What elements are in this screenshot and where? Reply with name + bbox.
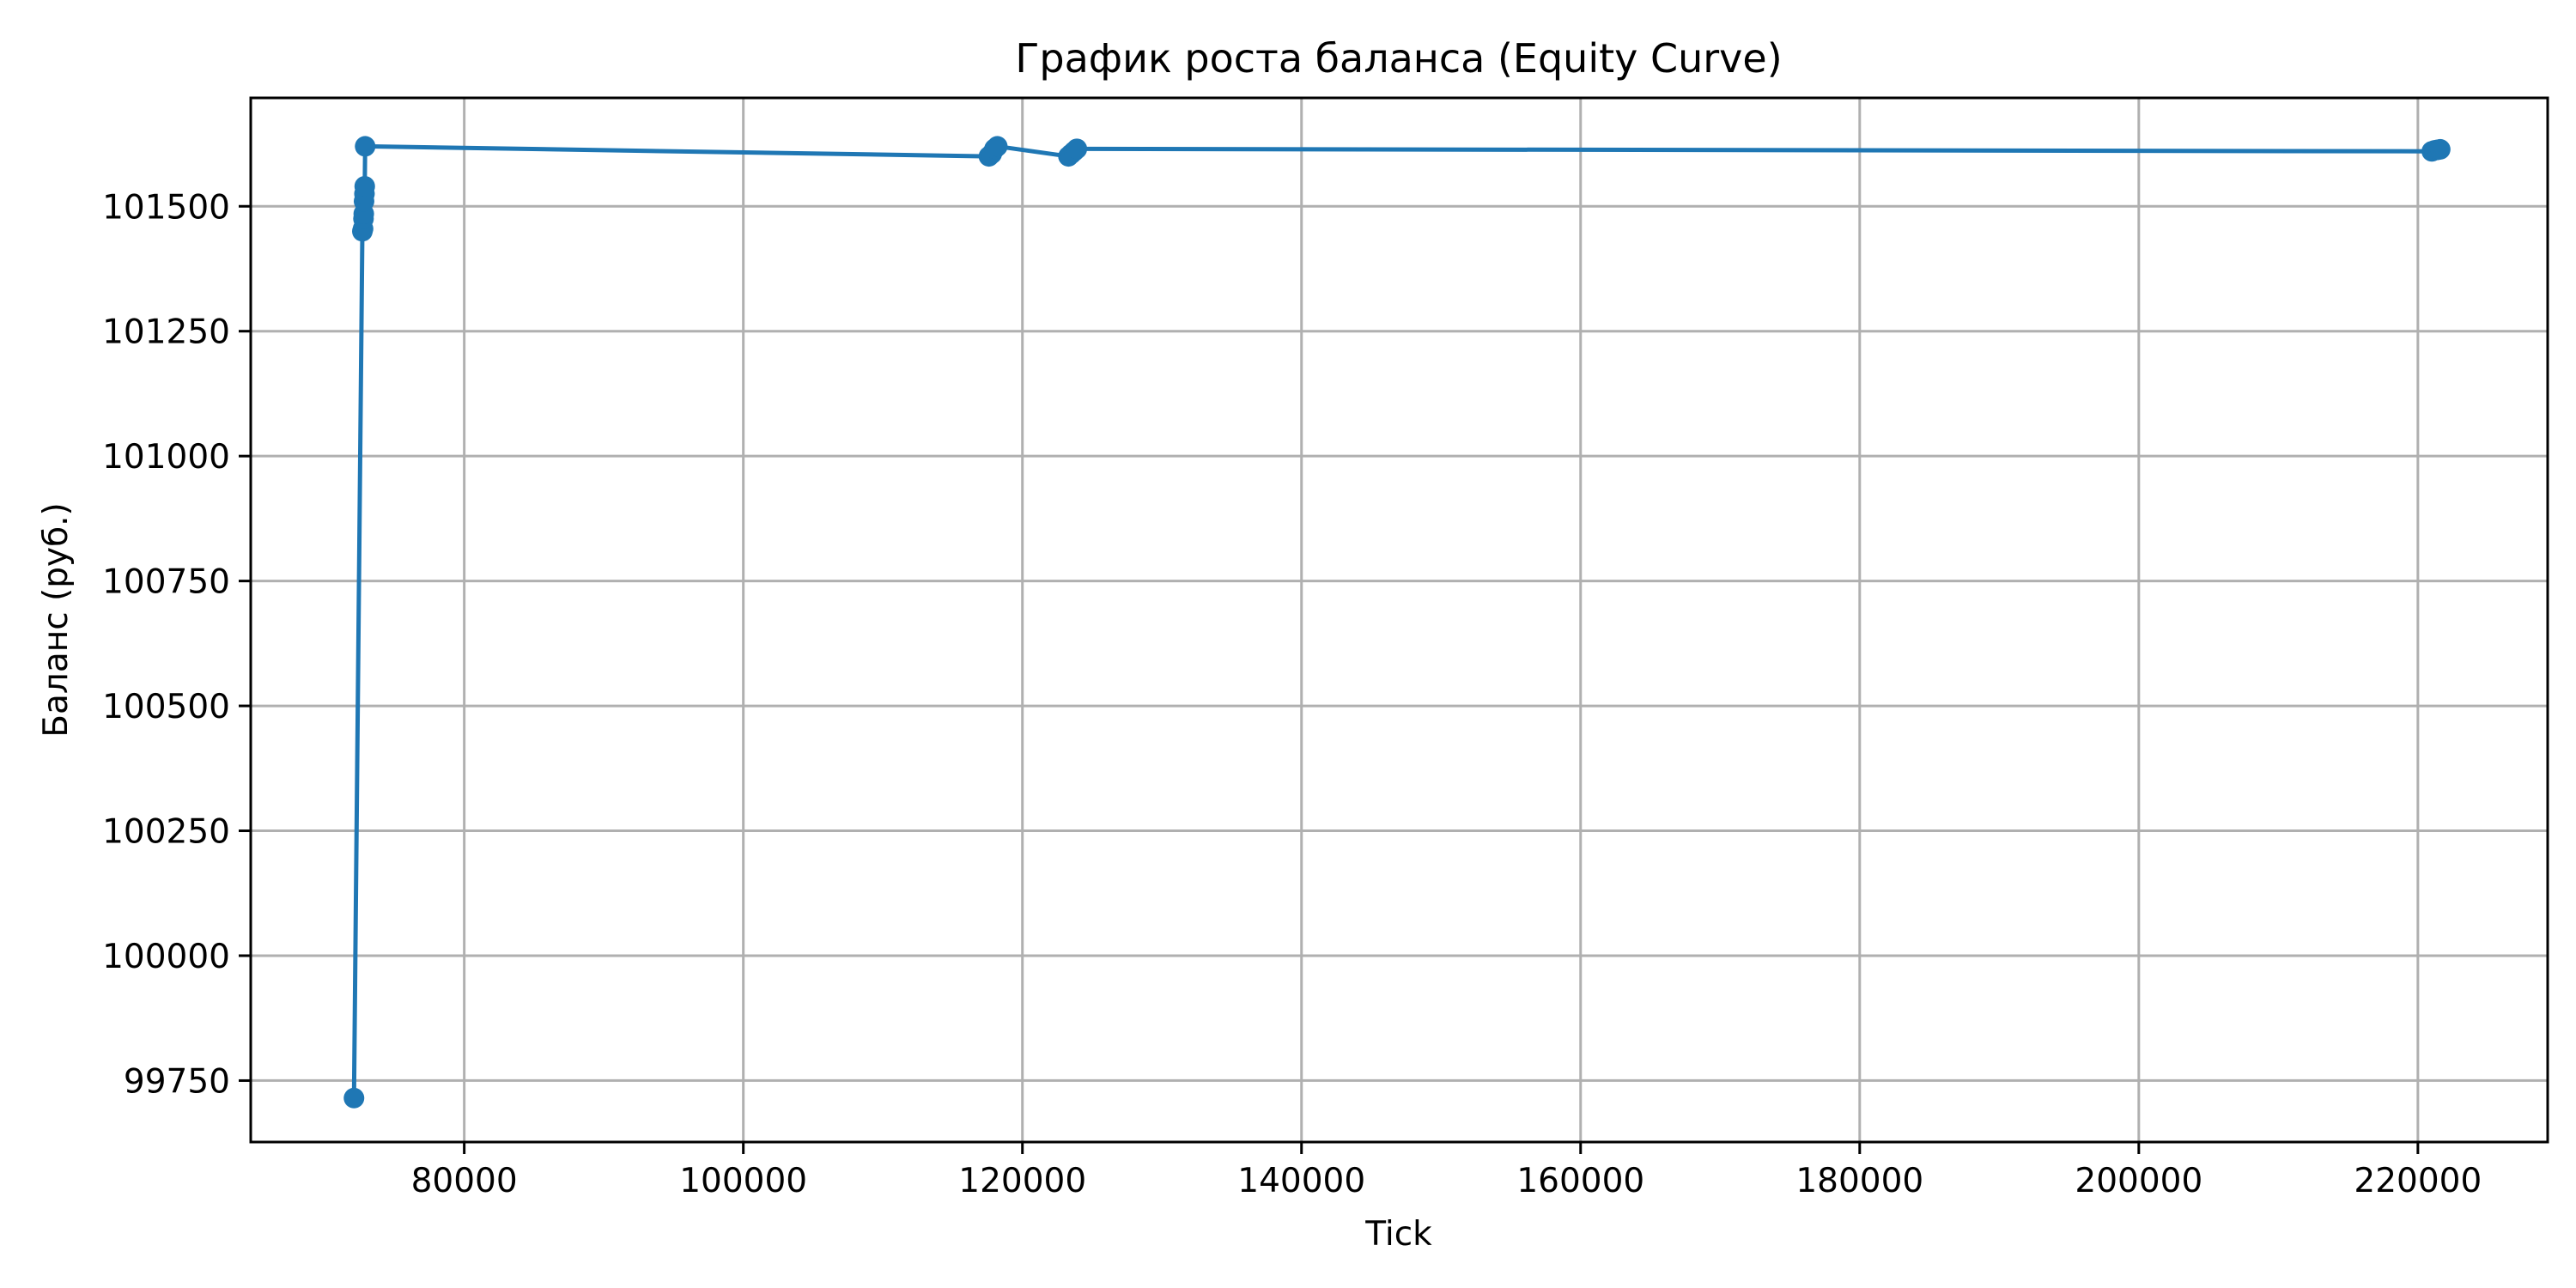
axes-frame xyxy=(249,96,2549,1144)
y-tick-label: 101500 xyxy=(102,188,230,227)
series-layer xyxy=(343,136,2451,1109)
y-tick-label: 100250 xyxy=(102,813,230,852)
x-tick-label: 180000 xyxy=(1795,1162,1923,1200)
y-axis-label: Баланс (руб.) xyxy=(37,502,76,738)
x-tick-label: 160000 xyxy=(1516,1162,1644,1200)
data-point xyxy=(355,136,376,157)
data-point xyxy=(987,136,1008,157)
x-tick-label: 220000 xyxy=(2354,1162,2482,1200)
y-tick-label: 100750 xyxy=(102,563,230,602)
y-tick-label: 101000 xyxy=(102,438,230,477)
data-point xyxy=(1066,138,1088,160)
y-tick-label: 101250 xyxy=(102,313,230,352)
y-tick-label: 100500 xyxy=(102,688,230,726)
grid-layer xyxy=(251,98,2548,1142)
chart-title: График роста баланса (Equity Curve) xyxy=(1015,35,1782,82)
data-point xyxy=(354,175,375,197)
x-tick-label: 120000 xyxy=(958,1162,1086,1200)
x-tick-label: 80000 xyxy=(411,1162,518,1200)
y-tick-label: 100000 xyxy=(102,938,230,976)
data-point xyxy=(343,1087,365,1109)
data-point xyxy=(2429,138,2451,160)
x-axis-label: Tick xyxy=(1364,1215,1432,1254)
x-tick-label: 140000 xyxy=(1237,1162,1365,1200)
tick-layer: 80000 100000 120000 140000 160000 180000 20000… xyxy=(102,188,2482,1200)
y-tick-label: 99750 xyxy=(124,1062,230,1101)
x-tick-label: 200000 xyxy=(2075,1162,2202,1200)
x-tick-label: 100000 xyxy=(679,1162,807,1200)
